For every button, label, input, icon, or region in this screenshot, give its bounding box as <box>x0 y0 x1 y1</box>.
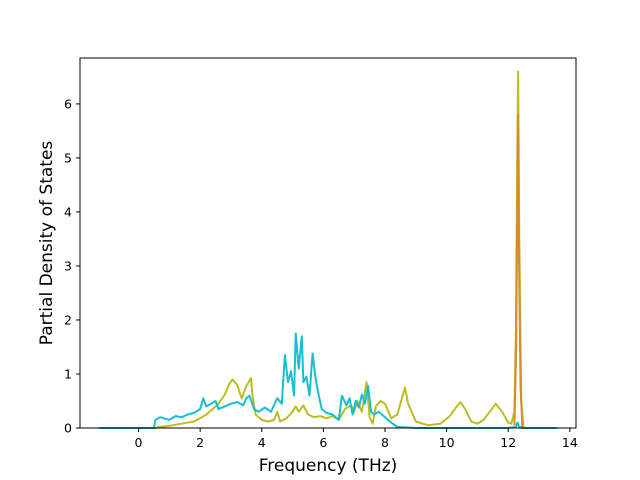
x-axis-label: Frequency (THz) <box>259 456 398 476</box>
series-line-1 <box>98 70 558 429</box>
x-tick-label: 2 <box>196 435 204 450</box>
y-axis: 0 1 2 3 4 5 6 <box>64 96 80 436</box>
x-tick-label: 12 <box>500 435 516 450</box>
y-tick-label: 0 <box>64 421 72 436</box>
x-tick-label: 14 <box>562 435 578 450</box>
x-tick-label: 6 <box>319 435 327 450</box>
y-tick-label: 4 <box>64 204 72 219</box>
y-tick-label: 3 <box>64 258 72 273</box>
x-tick-label: 10 <box>439 435 455 450</box>
y-axis-label: Partial Density of States <box>37 141 57 346</box>
y-tick-label: 2 <box>64 312 72 327</box>
x-tick-label: 0 <box>135 435 143 450</box>
y-tick-label: 5 <box>64 150 72 165</box>
y-tick-label: 1 <box>64 366 72 381</box>
x-tick-label: 4 <box>258 435 266 450</box>
y-tick-label: 6 <box>64 96 72 111</box>
plot-frame <box>79 57 577 429</box>
series-line-3 <box>513 113 524 429</box>
series-layer <box>98 70 558 429</box>
series-line-2 <box>98 332 558 429</box>
x-axis: 0 2 4 6 8 10 12 14 <box>135 428 578 450</box>
x-tick-label: 8 <box>381 435 389 450</box>
